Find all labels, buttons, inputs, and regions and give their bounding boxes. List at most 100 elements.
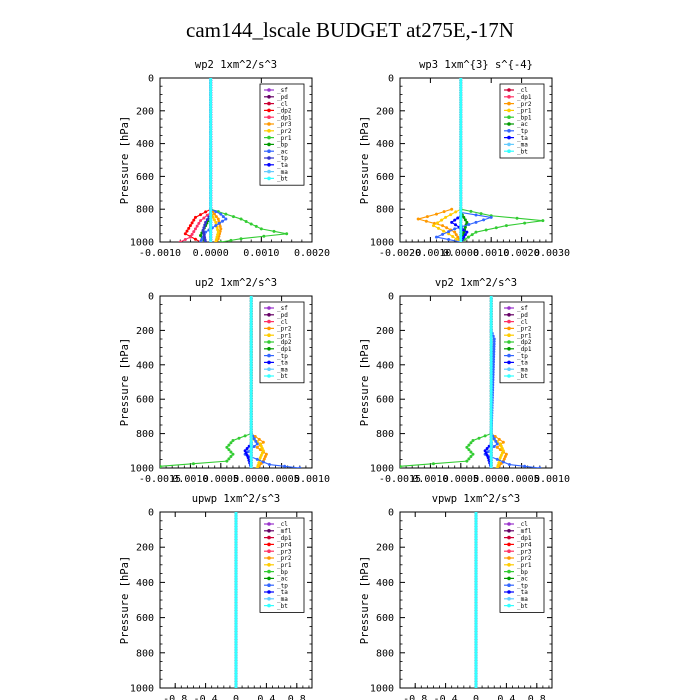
data-point [416, 217, 420, 221]
data-point [209, 233, 213, 237]
legend-entry: _ac [517, 121, 528, 128]
data-point [249, 402, 253, 406]
data-point [489, 453, 493, 457]
data-point [459, 130, 463, 134]
data-point [459, 184, 463, 188]
data-point [459, 201, 463, 205]
data-point [523, 464, 527, 468]
data-point [209, 203, 213, 207]
data-point [459, 179, 463, 183]
legend-entry: _ta [517, 135, 528, 142]
data-point [492, 360, 495, 364]
data-point [484, 451, 488, 455]
data-point [459, 157, 463, 161]
data-point [469, 450, 473, 454]
data-point [459, 216, 463, 220]
data-point [489, 358, 493, 362]
data-point [234, 560, 238, 564]
data-point [249, 407, 253, 411]
data-point [214, 240, 218, 242]
data-point [474, 544, 478, 548]
legend-entry: _ta [517, 589, 528, 596]
data-point [474, 686, 478, 688]
legend-entry: _pr3 [277, 548, 292, 555]
y-tick-label: 0 [388, 74, 394, 85]
legend-marker [267, 122, 271, 126]
data-point [224, 212, 228, 216]
data-point [459, 235, 463, 239]
data-point [209, 115, 213, 119]
data-point [465, 230, 469, 234]
data-point [477, 436, 481, 440]
data-point [191, 462, 195, 466]
data-point [234, 681, 238, 685]
legend-marker [507, 556, 511, 560]
data-point [489, 371, 493, 375]
data-point [431, 462, 435, 466]
data-point [444, 215, 448, 219]
data-point [489, 296, 493, 298]
data-point [249, 348, 253, 352]
x-tick-label: 0 [233, 694, 239, 700]
y-axis-label: Pressure [hPa] [359, 338, 371, 427]
data-point [214, 220, 218, 224]
data-point [484, 228, 488, 232]
data-point [489, 317, 493, 321]
data-point [463, 238, 467, 242]
data-point [474, 576, 478, 580]
data-point [489, 420, 493, 424]
data-point [209, 228, 213, 232]
data-point [234, 549, 238, 553]
data-point [234, 528, 238, 532]
data-point [489, 315, 493, 319]
data-point [449, 213, 453, 217]
legend-marker [267, 95, 271, 99]
legend-entry: _dp1 [517, 535, 532, 542]
data-point [489, 386, 493, 390]
data-point [249, 412, 253, 416]
y-tick-label: 200 [376, 106, 394, 117]
legend-entry: _dp1 [517, 346, 532, 353]
data-point [204, 220, 208, 224]
data-point [254, 439, 258, 443]
data-point [249, 463, 253, 467]
data-point [283, 464, 287, 468]
legend-entry: _sf [517, 305, 528, 312]
data-point [249, 315, 253, 319]
data-point [214, 238, 218, 242]
data-point [199, 240, 203, 242]
chart-panel: vpwp 1xm^2/s^3 Pressure [hPa] 0 200 400 600 80… [359, 493, 553, 700]
legend-marker [267, 603, 271, 608]
data-point [459, 164, 463, 168]
figure-title: cam144_lscale BUDGET at275E,-17N [186, 18, 514, 42]
legend-entry: _bp [277, 142, 288, 149]
data-point [249, 309, 253, 313]
data-point [234, 607, 238, 611]
data-point [209, 184, 213, 188]
data-point [489, 425, 493, 429]
legend-marker [267, 597, 271, 601]
data-point [489, 402, 493, 406]
data-point [459, 196, 463, 200]
data-point [492, 437, 496, 441]
data-point [489, 335, 493, 339]
x-tick-label: 0.0005 [264, 474, 300, 485]
data-point [249, 379, 253, 383]
data-point [249, 389, 253, 393]
data-point [492, 347, 496, 351]
data-point [474, 565, 478, 569]
data-point [249, 366, 253, 370]
data-point [489, 309, 493, 313]
data-point [209, 240, 213, 242]
data-point [234, 565, 238, 569]
data-point [504, 452, 508, 456]
data-point [474, 628, 478, 632]
data-point [474, 586, 478, 590]
data-point [496, 463, 500, 467]
legend-marker [267, 374, 271, 378]
legend: _cl_mfl_dp1_pr4_pr3_pr2_pr1_bp_ac_tp_ta_… [259, 517, 305, 613]
data-point [459, 220, 463, 224]
x-tick-label: -0.4 [434, 694, 458, 700]
data-point [188, 224, 192, 228]
x-tick-label: 0.4 [257, 694, 275, 700]
